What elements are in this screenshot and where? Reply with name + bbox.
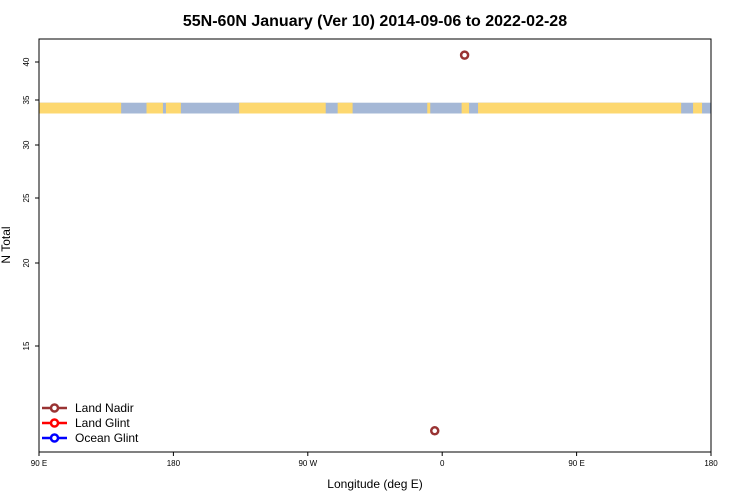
land-segment <box>146 102 163 114</box>
x-tick-label: 180 <box>167 459 181 468</box>
plot-frame <box>38 38 712 453</box>
land-segment <box>461 102 470 114</box>
y-tick-label: 40 <box>22 57 31 66</box>
legend-marker <box>49 433 60 443</box>
y-tick-label: 25 <box>22 193 31 202</box>
legend-marker <box>49 403 60 413</box>
y-tick-label: 20 <box>22 258 31 267</box>
chart-title: 55N-60N January (Ver 10) 2014-09-06 to 2… <box>183 13 567 30</box>
y-tick-label: 35 <box>22 95 31 104</box>
x-tick-label: 180 <box>704 459 718 468</box>
land-segment <box>427 102 431 114</box>
land-segment <box>39 102 122 114</box>
ocean-band <box>39 102 711 114</box>
land-segment <box>239 102 326 114</box>
legend-label: Land Nadir <box>75 401 134 415</box>
x-tick-label: 90 E <box>31 459 47 468</box>
x-axis: 90 E 180 90 W 0 90 E 180 <box>31 452 718 468</box>
y-axis: 15 20 25 30 35 40 <box>22 57 39 350</box>
x-tick-label: 90 E <box>568 459 584 468</box>
data-points <box>429 50 470 436</box>
land-segment <box>165 102 181 114</box>
legend-label: Land Glint <box>75 416 130 430</box>
data-point <box>459 50 470 60</box>
land-segment <box>693 102 703 114</box>
x-axis-label: Longitude (deg E) <box>327 477 422 491</box>
x-tick-label: 0 <box>440 459 445 468</box>
data-point <box>429 426 440 436</box>
y-axis-label: N Total <box>0 226 13 263</box>
map-strip <box>39 102 711 114</box>
y-tick-label: 15 <box>22 341 31 350</box>
y-tick-label: 30 <box>22 140 31 149</box>
land-segment <box>337 102 353 114</box>
land-segment <box>478 102 682 114</box>
legend-label: Ocean Glint <box>75 431 139 445</box>
legend-marker <box>49 418 60 428</box>
x-tick-label: 90 W <box>298 459 317 468</box>
